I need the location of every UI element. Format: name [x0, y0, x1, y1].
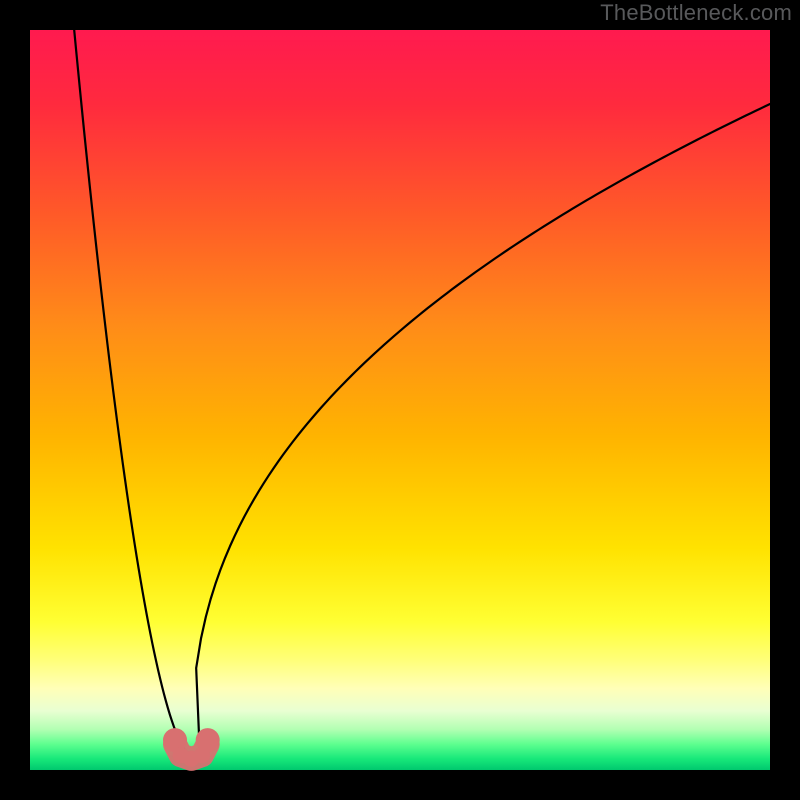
chart-background	[30, 30, 770, 770]
bottleneck-chart	[0, 0, 800, 800]
chart-stage: TheBottleneck.com	[0, 0, 800, 800]
marker-dot	[200, 736, 216, 752]
